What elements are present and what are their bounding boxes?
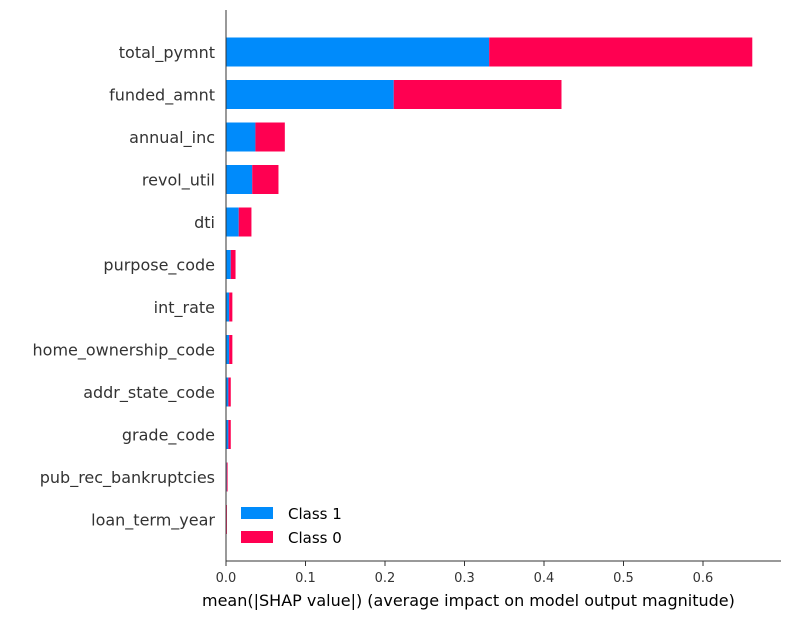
legend-label-class-0: Class 0 <box>288 529 342 547</box>
bar-class-0-annual_inc <box>255 122 285 152</box>
bar-class-0-revol_util <box>252 165 279 194</box>
feature-label-purpose_code: purpose_code <box>103 256 215 276</box>
feature-label-revol_util: revol_util <box>142 171 215 191</box>
feature-label-loan_term_year: loan_term_year <box>91 511 215 531</box>
x-tick-label: 0.4 <box>534 571 555 586</box>
bar-class-1-funded_amnt <box>226 80 394 109</box>
bar-class-1-home_ownership_code <box>226 335 230 364</box>
feature-label-funded_amnt: funded_amnt <box>109 86 215 106</box>
x-ticks: 0.0 0.1 0.2 0.3 0.4 0.5 0.6 <box>216 561 714 586</box>
bar-class-1-addr_state_code <box>226 377 229 407</box>
feature-label-annual_inc: annual_inc <box>129 128 215 148</box>
bar-class-0-pub_rec_bankruptcies <box>226 462 228 492</box>
bar-class-1-total_pymnt <box>226 37 490 67</box>
feature-label-total_pymnt: total_pymnt <box>119 43 215 63</box>
legend-swatch-class-1 <box>241 507 273 519</box>
x-tick-label: 0.5 <box>613 571 634 586</box>
bar-class-1-annual_inc <box>226 122 256 152</box>
feature-label-home_ownership_code: home_ownership_code <box>33 341 215 361</box>
feature-label-addr_state_code: addr_state_code <box>83 383 215 403</box>
feature-label-pub_rec_bankruptcies: pub_rec_bankruptcies <box>40 468 215 488</box>
legend: Class 1 Class 0 <box>241 505 342 547</box>
bars-layer <box>226 37 753 534</box>
bar-class-0-total_pymnt <box>489 37 753 67</box>
bar-class-1-purpose_code <box>226 250 231 279</box>
x-tick-label: 0.3 <box>454 571 475 586</box>
bar-class-0-addr_state_code <box>228 377 231 407</box>
bar-class-1-revol_util <box>226 165 253 194</box>
bar-class-0-dti <box>238 207 252 237</box>
bar-class-0-funded_amnt <box>393 80 562 109</box>
feature-labels: total_pymnt funded_amnt annual_inc revol_ut… <box>33 43 216 531</box>
bar-class-0-grade_code <box>228 420 231 449</box>
x-tick-label: 0.0 <box>216 571 237 586</box>
bar-class-0-loan_term_year <box>226 505 227 534</box>
x-tick-label: 0.2 <box>375 571 396 586</box>
feature-label-int_rate: int_rate <box>154 298 215 318</box>
legend-label-class-1: Class 1 <box>288 505 342 523</box>
bar-class-1-grade_code <box>226 420 229 449</box>
bar-class-1-dti <box>226 207 239 237</box>
bar-class-0-home_ownership_code <box>229 335 233 364</box>
feature-label-grade_code: grade_code <box>122 426 215 446</box>
x-tick-label: 0.1 <box>295 571 316 586</box>
bar-class-1-int_rate <box>226 292 230 322</box>
x-axis-label: mean(|SHAP value|) (average impact on mo… <box>202 591 735 610</box>
x-tick-label: 0.6 <box>693 571 714 586</box>
bar-class-0-int_rate <box>229 292 233 322</box>
legend-swatch-class-0 <box>241 531 273 543</box>
feature-label-dti: dti <box>194 213 215 232</box>
bar-class-0-purpose_code <box>230 250 236 279</box>
